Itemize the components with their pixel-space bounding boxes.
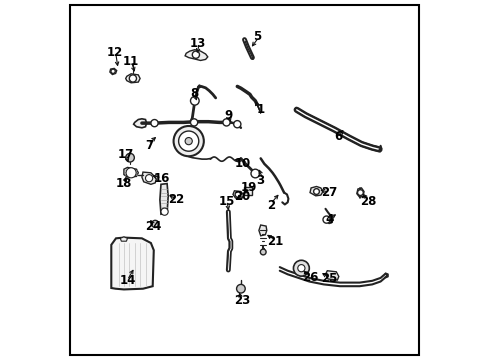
Text: 20: 20 [233,190,249,203]
Polygon shape [123,167,138,177]
Circle shape [111,69,115,73]
Polygon shape [142,172,156,184]
Polygon shape [133,119,146,128]
Text: 28: 28 [360,195,376,208]
Text: 22: 22 [168,193,184,206]
Text: 21: 21 [266,235,283,248]
Text: 17: 17 [117,148,134,161]
Circle shape [145,175,152,182]
Circle shape [126,168,136,178]
Text: 24: 24 [145,220,162,233]
Text: 9: 9 [224,109,232,122]
Circle shape [223,119,230,126]
Text: 26: 26 [301,271,318,284]
Circle shape [161,208,168,215]
Polygon shape [160,184,168,214]
Circle shape [357,190,363,195]
Circle shape [233,121,241,128]
Circle shape [151,220,159,228]
Circle shape [185,138,192,145]
Text: 3: 3 [256,174,264,186]
Text: 18: 18 [116,177,132,190]
Circle shape [173,126,203,156]
Text: 23: 23 [233,294,249,307]
Polygon shape [309,186,322,196]
Text: 13: 13 [189,37,205,50]
Text: 11: 11 [122,55,139,68]
Polygon shape [232,191,244,199]
Circle shape [313,189,319,194]
Circle shape [236,284,244,293]
Circle shape [178,131,199,151]
Text: 6: 6 [333,130,342,143]
Text: 14: 14 [119,274,135,287]
Circle shape [322,216,329,223]
Text: 5: 5 [252,30,261,42]
Polygon shape [244,187,252,195]
Text: 10: 10 [234,157,250,170]
Circle shape [235,192,241,197]
Circle shape [192,51,199,58]
Circle shape [129,75,136,82]
Circle shape [250,169,259,178]
Polygon shape [258,225,266,236]
Circle shape [190,96,199,105]
Text: 2: 2 [267,199,275,212]
Circle shape [293,260,309,276]
Polygon shape [110,68,117,75]
Text: 7: 7 [145,139,153,152]
Text: 16: 16 [153,172,169,185]
Text: 12: 12 [106,46,123,59]
Circle shape [297,265,305,272]
Polygon shape [125,74,140,83]
Polygon shape [325,271,338,280]
Polygon shape [120,237,127,241]
Text: 27: 27 [320,186,337,199]
Text: 4: 4 [325,213,332,226]
Circle shape [190,119,197,126]
Text: 15: 15 [218,195,234,208]
Circle shape [125,153,134,162]
Text: 8: 8 [189,87,198,100]
Text: 1: 1 [256,103,264,116]
Text: 19: 19 [241,181,257,194]
Circle shape [260,249,265,255]
Polygon shape [185,50,207,60]
Polygon shape [356,188,363,197]
Polygon shape [111,238,153,289]
Text: 25: 25 [320,273,337,285]
Circle shape [151,120,158,127]
